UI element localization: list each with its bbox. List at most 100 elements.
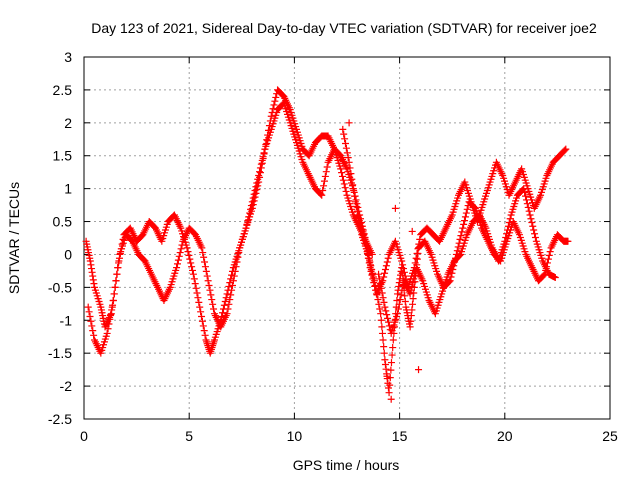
data-point-track-c	[344, 154, 352, 162]
data-point-track-e	[397, 291, 405, 299]
data-point-track-a	[221, 297, 229, 305]
data-point-track-d	[414, 245, 422, 253]
data-point-track-c	[340, 130, 348, 138]
data-point-track-e	[522, 192, 530, 200]
data-point-track-a	[189, 270, 197, 278]
data-point-track-e	[396, 296, 404, 304]
data-point-track-d	[381, 265, 389, 273]
data-point-track-a	[271, 97, 279, 105]
x-tick-labels: 0 5 10 15 20 25	[80, 428, 618, 444]
data-point-track-b	[105, 320, 113, 328]
data-point-track-c	[345, 158, 353, 166]
data-point-track-b	[228, 286, 236, 294]
data-point-track-c	[458, 228, 466, 236]
data-point-track-e	[410, 275, 418, 283]
data-point-track-b	[258, 156, 266, 164]
data-point-track-a	[185, 251, 193, 259]
data-point-track-a	[191, 280, 199, 288]
data-point-track-e	[531, 234, 539, 242]
data-point-track-e	[456, 251, 464, 259]
data-point-track-c	[380, 349, 388, 357]
data-point-track-c	[378, 329, 386, 337]
data-point-track-b	[317, 190, 325, 198]
data-point-track-b	[247, 205, 255, 213]
data-point-track-b	[319, 187, 327, 195]
data-point-track-c	[386, 374, 394, 382]
data-point-track-a	[183, 244, 191, 252]
data-point-track-c	[407, 317, 415, 325]
data-point-track-d	[364, 254, 372, 262]
data-point-track-b	[227, 291, 235, 299]
data-point-track-d	[365, 259, 373, 267]
x-axis-label: GPS time / hours	[293, 457, 400, 473]
data-point-track-b	[175, 252, 183, 260]
data-point-track-a	[190, 275, 198, 283]
data-point-track-e	[383, 311, 391, 319]
data-point-track-c	[339, 125, 347, 133]
data-point-track-d	[562, 145, 570, 153]
data-point-track-b	[254, 175, 262, 183]
data-point-track-a	[201, 331, 209, 339]
data-point-track-e	[520, 185, 528, 193]
data-point-track-d	[363, 245, 371, 253]
data-point-track-c	[463, 205, 471, 213]
data-point-track-e	[407, 286, 415, 294]
data-point-track-d	[363, 250, 371, 258]
data-point-track-b	[202, 267, 210, 275]
data-point-track-a	[89, 272, 97, 280]
x-tick-label: 20	[497, 428, 513, 444]
data-point-track-a	[196, 303, 204, 311]
data-point-track-e	[409, 279, 417, 287]
data-point-track-e	[521, 188, 529, 196]
data-point-track-c	[461, 213, 469, 221]
axis-ticks	[83, 56, 611, 420]
data-point-track-d	[382, 262, 390, 270]
data-point-track-b	[250, 190, 258, 198]
y-tick-label: 2	[64, 115, 72, 131]
y-axis-label: SDTVAR / TECUs	[6, 182, 22, 294]
data-point-track-c	[377, 310, 385, 318]
data-point-track-e	[505, 218, 513, 226]
data-point-track-c	[401, 292, 409, 300]
data-point-track-c	[380, 343, 388, 351]
data-point-track-d	[361, 235, 369, 243]
data-point-track-e	[501, 237, 509, 245]
data-point-track-b	[206, 286, 214, 294]
data-point-track-a	[90, 280, 98, 288]
data-point-track-c	[348, 175, 356, 183]
data-point-track-b	[225, 300, 233, 308]
data-point-track-e	[379, 294, 387, 302]
data-point-outlier	[387, 395, 395, 403]
data-point-track-c	[387, 366, 395, 374]
data-point-track-a	[184, 248, 192, 256]
data-point-track-c	[406, 323, 414, 331]
plot-frame	[83, 56, 611, 420]
data-point-track-b	[200, 253, 208, 261]
data-point-track-a	[88, 268, 96, 276]
data-point-track-b	[111, 283, 119, 291]
data-point-track-c	[540, 271, 548, 279]
data-point-track-b	[259, 153, 267, 161]
data-point-track-a	[187, 259, 195, 267]
data-point-track-c	[385, 389, 393, 397]
data-point-track-a	[267, 112, 275, 120]
data-point-outlier	[408, 227, 416, 235]
data-point-track-a	[186, 255, 194, 263]
data-point-track-b	[257, 160, 265, 168]
data-point-track-e	[380, 298, 388, 306]
data-point-track-e	[526, 211, 534, 219]
data-point-track-a	[337, 165, 345, 173]
data-point-track-b	[223, 310, 231, 318]
data-point-track-c	[457, 232, 465, 240]
data-point-track-a	[225, 282, 233, 290]
data-point-track-a	[87, 261, 95, 269]
data-point-track-b	[321, 172, 329, 180]
data-point-track-b	[256, 164, 264, 172]
data-point-track-e	[529, 222, 537, 230]
data-point-track-b	[199, 249, 207, 257]
y-tick-label: -2.5	[48, 411, 72, 427]
data-point-track-c	[388, 351, 396, 359]
data-point-track-c	[343, 149, 351, 157]
data-point-track-b	[103, 329, 111, 337]
data-point-track-b	[85, 308, 93, 316]
